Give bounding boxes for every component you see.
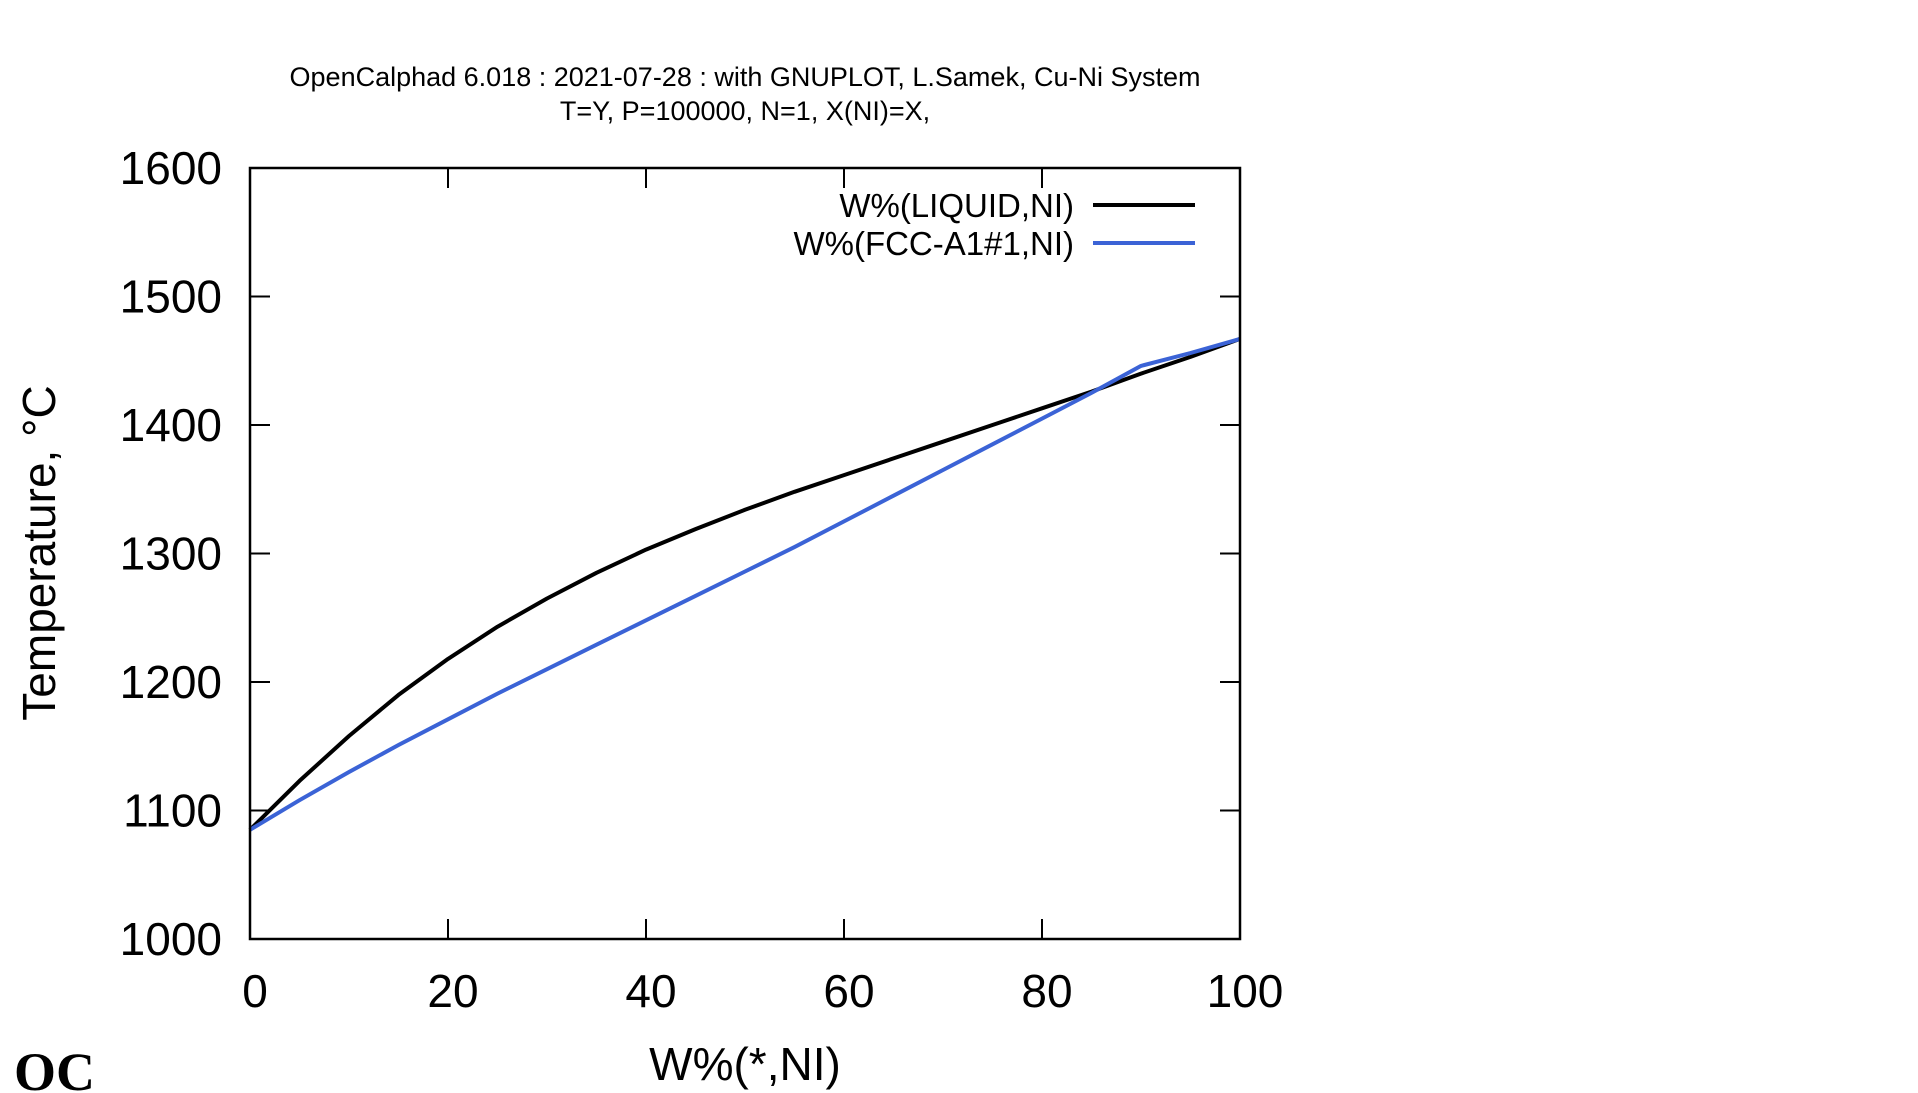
- solidus-line: [248, 336, 1241, 832]
- x-tick-label: 40: [625, 965, 676, 1017]
- chart-title-line-1: OpenCalphad 6.018 : 2021-07-28 : with GN…: [290, 62, 1201, 92]
- legend-label-liquid: W%(LIQUID,NI): [839, 187, 1074, 224]
- x-tick-label: 100: [1207, 965, 1284, 1017]
- legend: W%(LIQUID,NI) W%(FCC-A1#1,NI): [793, 187, 1195, 262]
- x-tick-label: 0: [242, 965, 268, 1017]
- y-tick-label: 1100: [123, 785, 222, 837]
- y-tick-label: 1200: [120, 656, 222, 708]
- legend-label-fcc: W%(FCC-A1#1,NI): [793, 225, 1074, 262]
- y-tick-label: 1400: [120, 399, 222, 451]
- liquidus-line: [248, 337, 1241, 832]
- y-tick-label: 1300: [120, 528, 222, 580]
- plot-frame: [248, 166, 1242, 941]
- series-layer: [248, 336, 1241, 832]
- x-tick-label: 60: [823, 965, 874, 1017]
- y-axis-label: Temperature, °C: [13, 385, 65, 720]
- x-axis-label: W%(*,NI): [649, 1038, 841, 1090]
- y-tick-label: 1500: [120, 271, 222, 323]
- axis-ticks: 0 20 40 60 80 100 1000 1100 1200 1300 1400 1500 1600: [120, 142, 1284, 1017]
- chart-title-line-2: T=Y, P=100000, N=1, X(NI)=X,: [560, 96, 930, 126]
- y-tick-label: 1000: [120, 913, 222, 965]
- opencalphad-logo: OC: [14, 1042, 95, 1093]
- x-tick-label: 20: [427, 965, 478, 1017]
- y-tick-label: 1600: [120, 142, 222, 194]
- x-tick-label: 80: [1021, 965, 1072, 1017]
